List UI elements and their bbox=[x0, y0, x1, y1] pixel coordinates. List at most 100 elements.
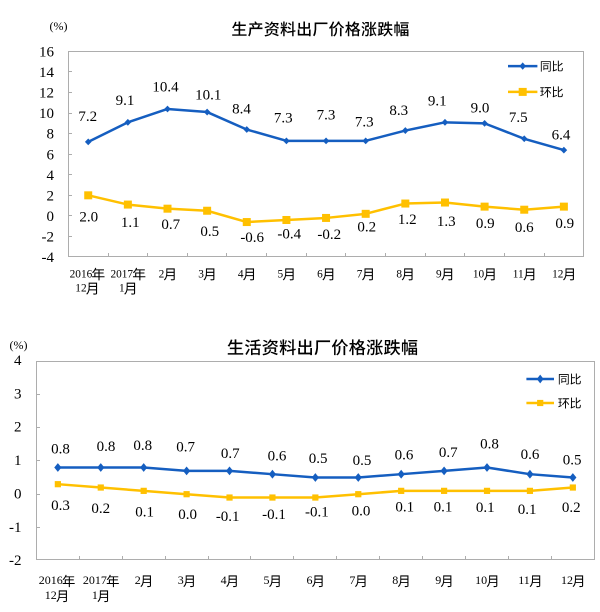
svg-text:0.8: 0.8 bbox=[51, 441, 70, 457]
svg-text:0.5: 0.5 bbox=[309, 451, 328, 467]
svg-text:0.2: 0.2 bbox=[91, 501, 110, 517]
svg-text:-1: -1 bbox=[9, 520, 22, 536]
svg-text:7: 7 bbox=[349, 573, 355, 587]
svg-text:0.9: 0.9 bbox=[555, 216, 574, 232]
svg-text:14: 14 bbox=[39, 65, 55, 81]
svg-text:0.6: 0.6 bbox=[268, 448, 287, 464]
svg-text:6.4: 6.4 bbox=[552, 127, 571, 143]
svg-text:12: 12 bbox=[39, 86, 54, 102]
svg-text:0.1: 0.1 bbox=[135, 504, 154, 520]
svg-text:2: 2 bbox=[159, 269, 165, 281]
svg-text:-2: -2 bbox=[42, 230, 55, 246]
svg-text:0.8: 0.8 bbox=[480, 437, 499, 453]
svg-text:0: 0 bbox=[14, 486, 22, 502]
svg-text:-0.1: -0.1 bbox=[216, 509, 240, 525]
svg-text:0.3: 0.3 bbox=[51, 498, 70, 514]
svg-text:1: 1 bbox=[119, 283, 125, 295]
svg-text:10: 10 bbox=[473, 269, 485, 281]
svg-text:3: 3 bbox=[178, 573, 184, 587]
svg-text:12: 12 bbox=[75, 283, 87, 295]
svg-text:0.1: 0.1 bbox=[434, 499, 453, 515]
svg-text:-0.1: -0.1 bbox=[305, 505, 329, 521]
svg-text:2016: 2016 bbox=[39, 573, 63, 587]
svg-text:10: 10 bbox=[475, 573, 487, 587]
svg-text:4: 4 bbox=[238, 269, 244, 281]
svg-text:-2: -2 bbox=[9, 553, 22, 569]
svg-text:8: 8 bbox=[47, 127, 55, 143]
svg-text:0.5: 0.5 bbox=[563, 453, 582, 469]
svg-text:0.0: 0.0 bbox=[178, 507, 197, 523]
svg-text:4: 4 bbox=[47, 168, 55, 184]
svg-text:6: 6 bbox=[47, 147, 55, 163]
svg-text:6: 6 bbox=[306, 573, 312, 587]
svg-text:7.3: 7.3 bbox=[317, 107, 336, 123]
svg-text:-0.2: -0.2 bbox=[317, 227, 341, 243]
svg-text:9: 9 bbox=[436, 269, 442, 281]
svg-text:1.1: 1.1 bbox=[121, 215, 140, 231]
svg-text:10: 10 bbox=[39, 106, 54, 122]
svg-text:2017: 2017 bbox=[83, 573, 107, 587]
svg-text:9.1: 9.1 bbox=[428, 93, 447, 109]
svg-text:6: 6 bbox=[317, 269, 323, 281]
svg-text:-0.6: -0.6 bbox=[240, 230, 264, 246]
svg-text:7.2: 7.2 bbox=[78, 109, 97, 125]
svg-text:4: 4 bbox=[14, 353, 22, 369]
svg-text:2: 2 bbox=[14, 420, 22, 436]
svg-text:4: 4 bbox=[221, 573, 227, 587]
svg-text:0.8: 0.8 bbox=[97, 439, 116, 455]
svg-text:2.0: 2.0 bbox=[79, 210, 98, 226]
svg-text:8.4: 8.4 bbox=[232, 101, 251, 117]
svg-text:9: 9 bbox=[435, 573, 441, 587]
svg-text:1.2: 1.2 bbox=[398, 212, 417, 228]
svg-text:0.6: 0.6 bbox=[515, 220, 534, 236]
svg-text:0.7: 0.7 bbox=[221, 446, 240, 462]
svg-text:0.2: 0.2 bbox=[357, 220, 376, 236]
svg-text:3: 3 bbox=[14, 386, 22, 402]
svg-text:12: 12 bbox=[552, 269, 564, 281]
svg-text:0.6: 0.6 bbox=[521, 447, 540, 463]
svg-text:12: 12 bbox=[45, 588, 57, 602]
svg-text:0.5: 0.5 bbox=[200, 224, 219, 240]
svg-text:0.7: 0.7 bbox=[161, 217, 180, 233]
svg-text:7.3: 7.3 bbox=[274, 110, 293, 126]
svg-text:5: 5 bbox=[278, 269, 284, 281]
svg-text:0.1: 0.1 bbox=[395, 500, 414, 516]
svg-text:7.3: 7.3 bbox=[355, 115, 374, 131]
svg-text:11: 11 bbox=[518, 573, 530, 587]
svg-text:0.8: 0.8 bbox=[133, 438, 152, 454]
svg-text:-0.4: -0.4 bbox=[277, 226, 301, 242]
svg-text:7.5: 7.5 bbox=[509, 110, 528, 126]
svg-text:9.1: 9.1 bbox=[116, 93, 135, 109]
svg-text:8.3: 8.3 bbox=[389, 103, 408, 119]
svg-text:12: 12 bbox=[561, 573, 573, 587]
svg-text:5: 5 bbox=[264, 573, 270, 587]
svg-text:0.5: 0.5 bbox=[353, 453, 372, 469]
svg-text:(%): (%) bbox=[10, 338, 28, 352]
svg-text:1: 1 bbox=[14, 453, 22, 469]
svg-text:10.4: 10.4 bbox=[152, 79, 179, 95]
svg-text:3: 3 bbox=[198, 269, 204, 281]
svg-text:2: 2 bbox=[135, 573, 141, 587]
svg-text:0: 0 bbox=[47, 209, 55, 225]
svg-text:9.0: 9.0 bbox=[471, 101, 490, 117]
svg-text:7: 7 bbox=[357, 269, 363, 281]
svg-text:16: 16 bbox=[39, 45, 55, 61]
svg-text:0.9: 0.9 bbox=[476, 216, 495, 232]
svg-text:0.7: 0.7 bbox=[439, 445, 458, 461]
svg-text:0.1: 0.1 bbox=[476, 500, 495, 516]
svg-text:-4: -4 bbox=[42, 250, 55, 266]
svg-text:2016: 2016 bbox=[70, 269, 93, 281]
svg-text:0.0: 0.0 bbox=[352, 504, 371, 520]
svg-text:2017: 2017 bbox=[110, 269, 133, 281]
svg-text:10.1: 10.1 bbox=[195, 88, 221, 104]
svg-text:1.3: 1.3 bbox=[437, 214, 456, 230]
svg-text:8: 8 bbox=[396, 269, 402, 281]
svg-text:0.7: 0.7 bbox=[176, 440, 195, 456]
svg-text:2: 2 bbox=[47, 188, 55, 204]
svg-text:0.1: 0.1 bbox=[518, 502, 537, 518]
svg-text:11: 11 bbox=[513, 269, 524, 281]
svg-text:0.6: 0.6 bbox=[395, 447, 414, 463]
svg-text:1: 1 bbox=[92, 588, 98, 602]
svg-text:0.2: 0.2 bbox=[562, 500, 581, 516]
svg-text:-0.1: -0.1 bbox=[262, 507, 286, 523]
